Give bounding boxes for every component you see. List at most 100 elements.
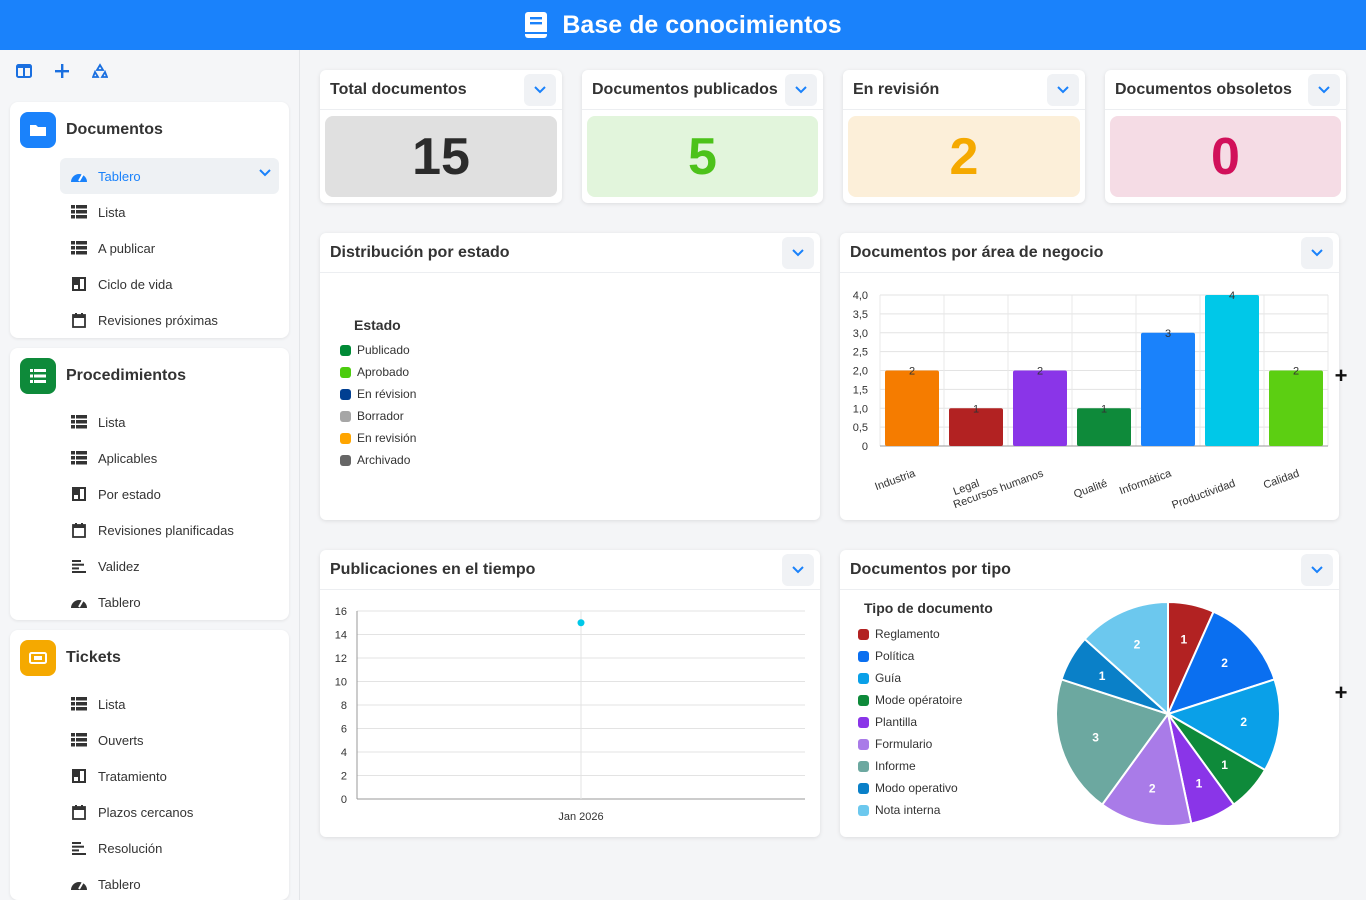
legend-item[interactable]: Reglamento <box>858 627 940 641</box>
legend-item[interactable]: Publicado <box>340 343 410 357</box>
sidebar-item-por-estado[interactable]: Por estado <box>10 476 289 512</box>
add-widget-button[interactable]: + <box>1334 363 1348 388</box>
legend-swatch <box>340 454 351 466</box>
bar <box>1269 370 1323 446</box>
legend-label: Mode opératoire <box>875 693 963 707</box>
add-icon[interactable] <box>50 59 74 83</box>
legend-swatch <box>858 804 869 816</box>
y-tick-label: 2,5 <box>853 347 868 359</box>
sidebar-item-tablero[interactable]: Tablero <box>10 584 289 620</box>
legend-item[interactable]: Borrador <box>340 409 404 423</box>
sidebar-item-resolucion[interactable]: Resolución <box>10 830 289 866</box>
pie-slice <box>1165 678 1281 772</box>
legend-item[interactable]: En revisión <box>340 431 416 445</box>
legend-title: Estado <box>354 317 401 333</box>
chart-card-area: Documentos por área de negocio 0 0,5 1,0 1,… <box>840 233 1339 520</box>
list-icon <box>70 414 88 430</box>
legend-item[interactable]: Formulario <box>858 737 932 751</box>
legend-swatch <box>858 738 869 750</box>
legend-item[interactable]: Archivado <box>340 453 410 467</box>
data-label: 2 <box>1037 366 1043 378</box>
list-icon <box>70 450 88 466</box>
sidebar-item-tablero[interactable]: Tablero <box>60 158 279 194</box>
group-header[interactable]: Tickets <box>10 630 289 686</box>
legend-item[interactable]: En révision <box>340 387 416 401</box>
legend-label: En révision <box>357 387 417 401</box>
pie-slice <box>1166 610 1276 716</box>
sidebar-item-revisiones-planificadas[interactable]: Revisiones planificadas <box>10 512 289 548</box>
sidebar-item-lista[interactable]: Lista <box>10 404 289 440</box>
kpi-card-publicados: Documentos publicados 5 <box>582 70 823 203</box>
sidebar-item-ouverts[interactable]: Ouverts <box>10 722 289 758</box>
top-bar: Base de conocimientos <box>0 0 1366 50</box>
chevron-down-icon[interactable] <box>1047 74 1079 106</box>
x-tick-label: Informática <box>1118 467 1174 497</box>
card-title: Documentos por tipo <box>840 550 1339 590</box>
data-label: 3 <box>1165 328 1171 340</box>
kpi-value: 15 <box>325 116 557 197</box>
legend-item[interactable]: Mode opératoire <box>858 693 962 707</box>
legend-swatch <box>858 650 869 662</box>
data-label: 1 <box>1180 633 1187 647</box>
sidebar-item-a-publicar[interactable]: A publicar <box>10 230 289 266</box>
sidebar-item-validez[interactable]: Validez <box>10 548 289 584</box>
sidebar-toolbar <box>0 50 299 92</box>
legend-swatch <box>340 388 351 400</box>
y-tick-label: 3,0 <box>853 328 868 340</box>
data-label: 2 <box>1293 366 1299 378</box>
y-tick-label: 12 <box>335 653 347 665</box>
legend-item[interactable]: Plantilla <box>858 715 917 729</box>
group-header[interactable]: Procedimientos <box>10 348 289 404</box>
data-label: 2 <box>1240 715 1247 729</box>
legend-label: Formulario <box>875 737 933 751</box>
sidebar-item-lista[interactable]: Lista <box>10 686 289 722</box>
legend-item[interactable]: Guía <box>858 671 901 685</box>
chevron-down-icon[interactable] <box>785 74 817 106</box>
sidebar-item-label: Resolución <box>98 840 163 856</box>
legend-item[interactable]: Modo operativo <box>858 781 958 795</box>
legend-item[interactable]: Aprobado <box>340 365 409 379</box>
chevron-down-icon[interactable] <box>782 237 814 269</box>
sidebar-item-tratamiento[interactable]: Tratamiento <box>10 758 289 794</box>
chevron-down-icon[interactable] <box>1308 74 1340 106</box>
data-label: 2 <box>909 366 915 378</box>
group-header[interactable]: Documentos <box>10 102 289 158</box>
chevron-down-icon[interactable] <box>1301 554 1333 586</box>
gauge-icon <box>70 168 88 184</box>
sidebar-item-lista[interactable]: Lista <box>10 194 289 230</box>
y-tick-label: 4 <box>341 747 347 759</box>
legend-item[interactable]: Informe <box>858 759 916 773</box>
legend-swatch <box>340 410 351 422</box>
y-tick-label: 14 <box>335 630 347 642</box>
chevron-down-icon[interactable] <box>524 74 556 106</box>
legend-item[interactable]: Nota interna <box>858 803 940 817</box>
chevron-down-icon[interactable] <box>782 554 814 586</box>
kpi-value: 2 <box>848 116 1080 197</box>
legend-swatch <box>340 344 351 356</box>
sidebar-item-plazos-cercanos[interactable]: Plazos cercanos <box>10 794 289 830</box>
group-documentos: Documentos Tablero Lista A publicar Cicl… <box>10 102 289 338</box>
sidebar-item-label: Ouverts <box>98 732 144 748</box>
data-label: 2 <box>1221 656 1228 670</box>
sidebar-item-label: Ciclo de vida <box>98 276 173 292</box>
x-tick-label: Productividad <box>1170 478 1237 512</box>
legend-label: Plantilla <box>875 715 918 729</box>
bar <box>949 408 1003 446</box>
chevron-down-icon[interactable] <box>1301 237 1333 269</box>
legend-swatch <box>858 760 869 772</box>
legend-swatch <box>858 628 869 640</box>
sidebar-item-revisiones-proximas[interactable]: Revisiones próximas <box>10 302 289 338</box>
sidebar-item-tablero[interactable]: Tablero <box>10 866 289 900</box>
legend-label: Reglamento <box>875 627 940 641</box>
add-widget-button[interactable]: + <box>1334 680 1348 705</box>
legend-item[interactable]: Política <box>858 649 914 663</box>
toggle-sidebar-icon[interactable] <box>12 59 36 83</box>
sidebar-item-label: Lista <box>98 696 126 712</box>
sidebar-item-ciclo-de-vida[interactable]: Ciclo de vida <box>10 266 289 302</box>
sidebar-item-aplicables[interactable]: Aplicables <box>10 440 289 476</box>
recycle-icon[interactable] <box>88 59 112 83</box>
legend-label: En revisión <box>357 431 417 445</box>
data-label: 2 <box>1149 781 1156 795</box>
chevron-down-icon[interactable] <box>259 169 271 177</box>
list-icon <box>20 358 56 394</box>
